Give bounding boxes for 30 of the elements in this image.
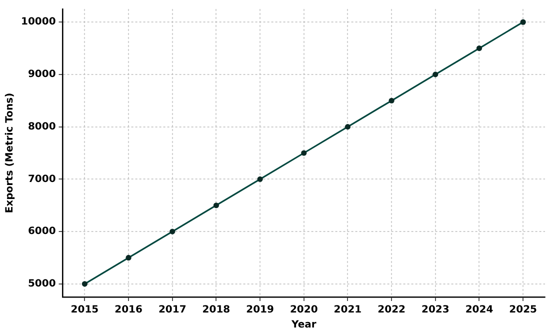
y-tick-label: 9000 — [28, 69, 56, 80]
x-tick-label: 2017 — [158, 304, 186, 316]
point — [476, 45, 482, 52]
x-tick-label: 2023 — [421, 304, 450, 316]
point — [432, 72, 438, 78]
x-tick-label: 2015 — [70, 304, 99, 316]
y-tick-label: 7000 — [28, 174, 56, 185]
point — [301, 150, 307, 156]
y-tick-label: 8000 — [28, 121, 56, 132]
y-axis-title: Exports (Metric Tons) — [4, 92, 16, 214]
x-axis-title: Year — [290, 320, 316, 331]
point — [388, 98, 394, 104]
x-tick-label: 2024 — [465, 304, 494, 316]
y-tick-label: 6000 — [28, 226, 56, 238]
x-tick-label: 2022 — [378, 304, 406, 316]
point — [170, 228, 176, 234]
x-tick-label: 2016 — [114, 304, 142, 316]
x-tick-label: 2021 — [334, 304, 362, 316]
x-tick-label: 2025 — [509, 304, 538, 316]
point — [344, 124, 351, 130]
point — [257, 176, 263, 182]
point — [520, 19, 526, 25]
point — [82, 281, 88, 287]
x-tick-label: 2018 — [202, 304, 230, 316]
y-tick-label: 10000 — [20, 16, 56, 28]
x-tick-label: 2019 — [246, 304, 274, 316]
x-tick-label: 2020 — [290, 304, 318, 316]
y-tick-label: 5000 — [28, 278, 56, 290]
point — [213, 202, 220, 208]
point — [126, 254, 132, 261]
